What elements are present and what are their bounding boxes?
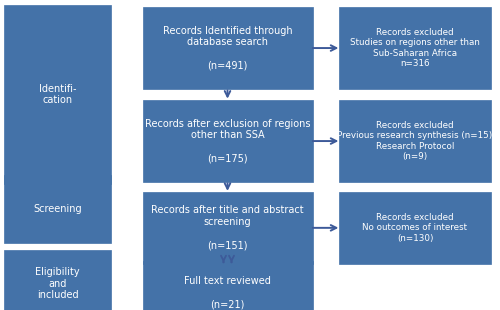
FancyBboxPatch shape — [4, 5, 111, 184]
Text: Records after title and abstract
screening

(n=151): Records after title and abstract screeni… — [151, 206, 304, 250]
FancyBboxPatch shape — [142, 7, 312, 89]
FancyBboxPatch shape — [339, 7, 491, 89]
Text: Full text reviewed

(n=21): Full text reviewed (n=21) — [184, 276, 271, 310]
Text: Records after exclusion of regions
other than SSA

(n=175): Records after exclusion of regions other… — [145, 119, 310, 163]
Text: Records excluded
No outcomes of interest
(n=130): Records excluded No outcomes of interest… — [362, 213, 468, 243]
Text: Records excluded
Studies on regions other than
Sub-Saharan Africa
n=316: Records excluded Studies on regions othe… — [350, 28, 480, 68]
Text: Records Identified through
database search

(n=491): Records Identified through database sear… — [162, 26, 292, 70]
FancyBboxPatch shape — [142, 261, 312, 310]
FancyBboxPatch shape — [339, 100, 491, 182]
Text: Eligibility
and
included: Eligibility and included — [35, 267, 80, 300]
FancyBboxPatch shape — [339, 192, 491, 264]
FancyBboxPatch shape — [142, 192, 312, 264]
FancyBboxPatch shape — [4, 250, 111, 310]
FancyBboxPatch shape — [142, 100, 312, 182]
Text: Records excluded
Previous research synthesis (n=15)
Research Protocol
(n=9): Records excluded Previous research synth… — [338, 121, 492, 161]
Text: Screening: Screening — [33, 204, 82, 214]
FancyBboxPatch shape — [4, 175, 111, 243]
Text: Identifi-
cation: Identifi- cation — [39, 84, 76, 105]
